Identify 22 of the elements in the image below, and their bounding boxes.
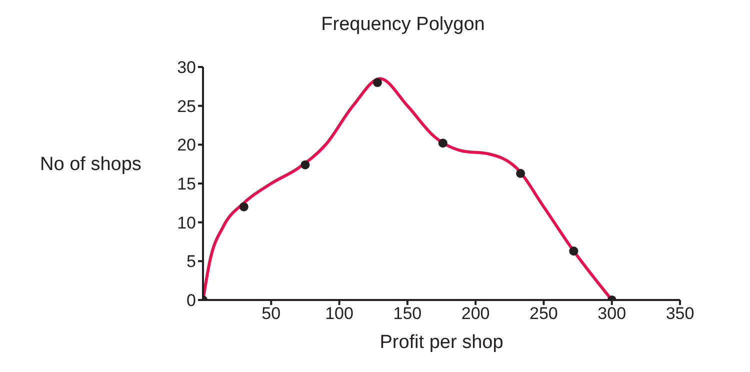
y-tick-label: 30 — [177, 58, 196, 78]
point — [438, 138, 448, 148]
y-tick-label: 0 — [186, 291, 196, 310]
point — [516, 168, 526, 178]
y-tick-label: 20 — [177, 136, 196, 155]
chart-title: Frequency Polygon — [320, 14, 486, 36]
x-tick-label: 100 — [325, 304, 354, 324]
y-tick-label: 5 — [186, 252, 196, 272]
x-tick-label: 150 — [393, 304, 422, 324]
point — [239, 202, 248, 212]
y-tick-label: 10 — [177, 213, 196, 232]
y-tick-label: 15 — [177, 174, 196, 194]
x-tick-label: 50 — [262, 304, 281, 324]
x-tick-label: 200 — [461, 304, 490, 324]
y-tick-label: 25 — [177, 96, 196, 116]
x-axis-title: Profit per shop — [380, 332, 504, 353]
y-axis-title: No of shops — [40, 154, 142, 176]
point — [372, 78, 382, 88]
x-tick-label: 250 — [530, 304, 558, 324]
x-tick-label: 350 — [666, 304, 694, 324]
point — [300, 160, 310, 170]
x-tick-label: 300 — [598, 304, 626, 324]
